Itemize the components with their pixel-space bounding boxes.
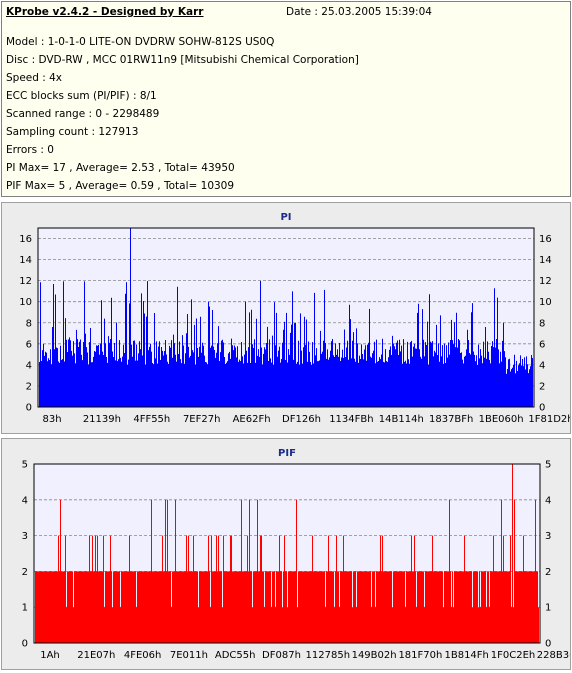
info-panel: KProbe v2.4.2 - Designed by Karr Date : … bbox=[1, 1, 571, 197]
x-tick-label: 21E07h bbox=[77, 650, 115, 661]
model-line: Model : 1-0-1-0 LITE-ON DVDRW SOHW-812S … bbox=[6, 36, 275, 48]
x-tick-label: DF087h bbox=[262, 650, 301, 661]
y-tick-label-left: 16 bbox=[19, 234, 32, 245]
bar-series bbox=[39, 280, 533, 407]
y-tick-label-left: 6 bbox=[26, 339, 32, 350]
y-tick-label-right: 4 bbox=[539, 360, 545, 371]
error-bars bbox=[39, 280, 533, 407]
sampling-count-line: Sampling count : 127913 bbox=[6, 126, 139, 138]
x-tick-label: 1134FBh bbox=[329, 414, 373, 425]
y-tick-label-left: 2 bbox=[26, 381, 32, 392]
y-tick-label-right: 12 bbox=[539, 276, 552, 287]
y-tick-label-left: 14 bbox=[19, 255, 32, 266]
x-tick-label: 7EF27h bbox=[183, 414, 221, 425]
x-tick-label: 1F81D2h bbox=[528, 414, 570, 425]
y-tick-label-right: 0 bbox=[539, 403, 545, 414]
x-tick-label: 149B02h bbox=[352, 650, 397, 661]
x-tick-label: 112785h bbox=[306, 650, 351, 661]
pif-chart-panel: PIF 0 0 1 1 2 2 3 3 4 4 5 5 1Ah 21E07h 4FE06h 7E011h ADC5… bbox=[1, 438, 572, 670]
y-tick-label-right: 2 bbox=[545, 567, 551, 578]
x-tick-label: ADC55h bbox=[215, 650, 256, 661]
x-tick-label: 1B814Fh bbox=[444, 650, 488, 661]
pi-stats-line: PI Max= 17 , Average= 2.53 , Total= 4395… bbox=[6, 162, 235, 174]
y-tick-label-left: 0 bbox=[22, 639, 28, 650]
x-tick-label: 1Ah bbox=[40, 650, 60, 661]
x-tick-label: 1BE060h bbox=[479, 414, 524, 425]
y-tick-label-right: 3 bbox=[545, 531, 551, 542]
y-tick-label-left: 8 bbox=[26, 318, 32, 329]
pif-chart: PIF 0 0 1 1 2 2 3 3 4 4 5 5 1Ah 21E07h 4FE06h 7E011h ADC5… bbox=[22, 448, 572, 661]
y-tick-label-right: 0 bbox=[545, 639, 551, 650]
x-tick-label: 1F0C2Eh bbox=[491, 650, 535, 661]
pi-chart: PI 0 0 2 2 4 4 6 6 8 8 10 10 12 12 14 14 16 16 83h 21139h 4FF… bbox=[19, 212, 572, 425]
x-tick-label: 1837BFh bbox=[429, 414, 473, 425]
y-tick-label-left: 2 bbox=[22, 567, 28, 578]
y-tick-label-right: 16 bbox=[539, 234, 552, 245]
y-tick-label-right: 10 bbox=[539, 297, 552, 308]
disc-line: Disc : DVD-RW , MCC 01RW11n9 [Mitsubishi… bbox=[6, 54, 359, 66]
errors-line: Errors : 0 bbox=[6, 144, 54, 156]
x-tick-label: 181F70h bbox=[398, 650, 442, 661]
plot-border bbox=[33, 463, 541, 644]
x-tick-label: DF126h bbox=[282, 414, 321, 425]
y-tick-label-left: 4 bbox=[22, 495, 28, 506]
x-tick-label: 4FE06h bbox=[124, 650, 162, 661]
chart-title: PI bbox=[280, 212, 291, 223]
error-bars bbox=[35, 499, 539, 643]
plot-border bbox=[37, 227, 535, 408]
y-tick-label-left: 3 bbox=[22, 531, 28, 542]
x-tick-label: AE62Fh bbox=[233, 414, 271, 425]
y-tick-label-right: 8 bbox=[539, 318, 545, 329]
x-tick-label: 14B114h bbox=[379, 414, 424, 425]
y-tick-label-left: 4 bbox=[26, 360, 32, 371]
scanned-range-line: Scanned range : 0 - 2298489 bbox=[6, 108, 160, 120]
y-tick-label-right: 6 bbox=[539, 339, 545, 350]
y-tick-label-left: 12 bbox=[19, 276, 32, 287]
x-tick-label: 7E011h bbox=[170, 650, 208, 661]
y-tick-label-left: 1 bbox=[22, 603, 28, 614]
x-tick-label: 228B36h bbox=[537, 650, 570, 661]
y-tick-label-right: 14 bbox=[539, 255, 552, 266]
chart-title: PIF bbox=[278, 448, 296, 459]
y-tick-label-right: 5 bbox=[545, 460, 551, 471]
pif-stats-line: PIF Max= 5 , Average= 0.59 , Total= 1030… bbox=[6, 180, 235, 192]
ecc-sum-line: ECC blocks sum (PI/PIF) : 8/1 bbox=[6, 90, 157, 102]
y-tick-label-left: 0 bbox=[26, 403, 32, 414]
scan-date: Date : 25.03.2005 15:39:04 bbox=[286, 6, 432, 18]
speed-line: Speed : 4x bbox=[6, 72, 63, 84]
y-tick-label-right: 2 bbox=[539, 381, 545, 392]
x-tick-label: 83h bbox=[42, 414, 61, 425]
app-title: KProbe v2.4.2 - Designed by Karr bbox=[6, 6, 204, 18]
y-tick-label-right: 4 bbox=[545, 495, 551, 506]
x-tick-label: 21139h bbox=[83, 414, 121, 425]
pi-chart-panel: PI 0 0 2 2 4 4 6 6 8 8 10 10 12 12 14 14 16 16 83h 21139h 4FF… bbox=[1, 202, 572, 434]
y-tick-label-left: 5 bbox=[22, 460, 28, 471]
y-tick-label-right: 1 bbox=[545, 603, 551, 614]
x-tick-label: 4FF55h bbox=[133, 414, 170, 425]
y-tick-label-left: 10 bbox=[19, 297, 32, 308]
bar-series bbox=[35, 499, 539, 643]
